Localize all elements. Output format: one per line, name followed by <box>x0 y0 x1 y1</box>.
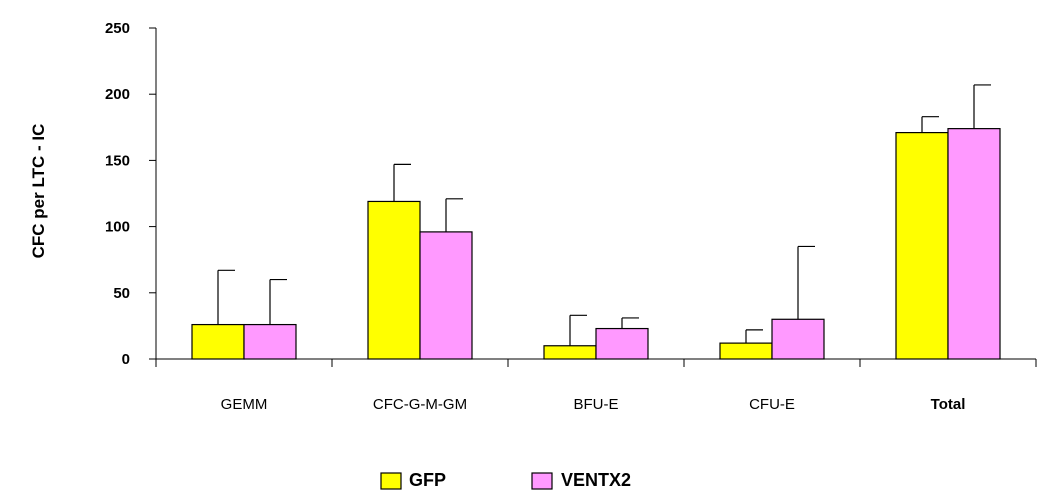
legend-swatch-ventx2 <box>531 472 553 490</box>
y-tick-label: 200 <box>105 86 130 103</box>
x-category-label: BFU-E <box>574 396 619 413</box>
x-category-label: CFC-G-M-GM <box>373 396 467 413</box>
legend: GFP VENTX2 <box>380 470 631 490</box>
y-tick-label: 50 <box>113 285 130 302</box>
bar-ventx2-cfu-e <box>771 318 825 360</box>
bar-ventx2-cfc-g-m-gm <box>419 231 473 360</box>
legend-swatch-gfp <box>380 472 402 490</box>
x-category-label: Total <box>931 396 966 413</box>
bar-gfp-bfu-e <box>543 345 597 360</box>
legend-label-gfp: GFP <box>409 470 446 490</box>
x-category-label: CFU-E <box>749 396 795 413</box>
bar-gfp-cfu-e <box>719 342 773 360</box>
legend-label-ventx2: VENTX2 <box>561 470 631 490</box>
y-tick-label: 150 <box>105 152 130 169</box>
bar-gfp-gemm <box>191 323 245 360</box>
plot-area: 0 50 100 150 200 250 GEMM CFC-G-M-GM BFU-E CFU-E T… <box>105 20 1037 413</box>
y-tick-label: 0 <box>122 351 130 368</box>
bar-gfp-cfc-g-m-gm <box>367 200 421 360</box>
x-category-label: GEMM <box>221 396 268 413</box>
y-tick-label: 100 <box>105 219 130 236</box>
bar-ventx2-bfu-e <box>595 327 649 360</box>
bar-ventx2-gemm <box>243 323 297 360</box>
bar-ventx2-total <box>947 128 1001 360</box>
y-axis-label: CFC per LTC - IC <box>29 124 48 259</box>
bar-gfp-total <box>895 131 949 360</box>
y-tick-label: 250 <box>105 20 130 37</box>
